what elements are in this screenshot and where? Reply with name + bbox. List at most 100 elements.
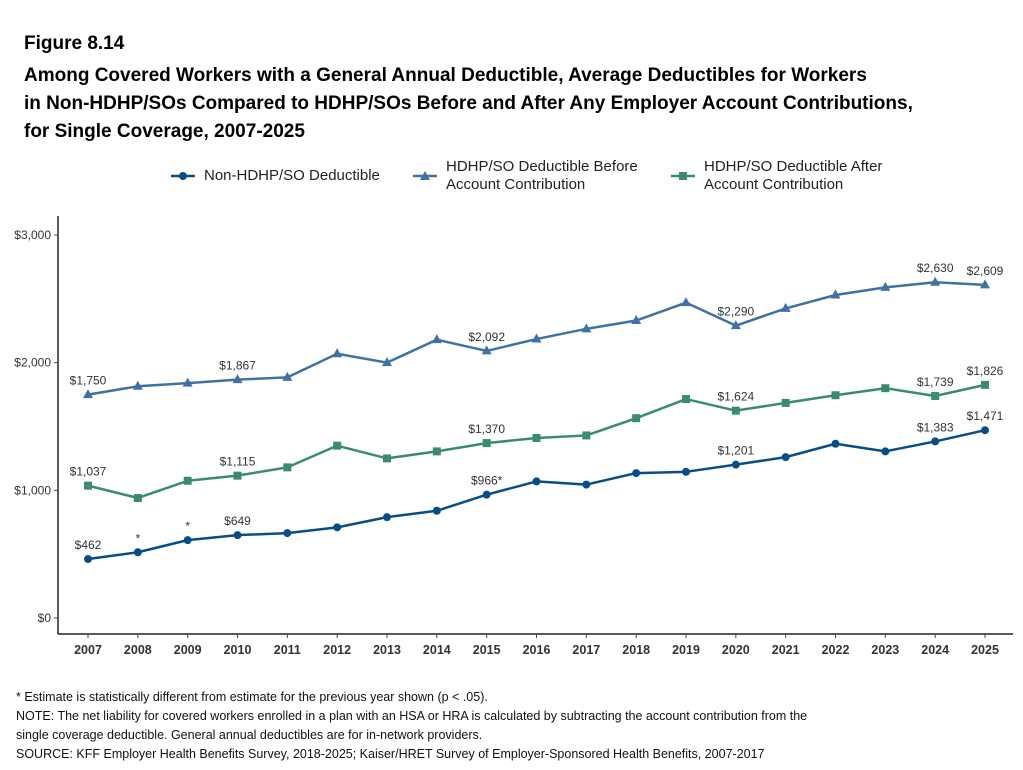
legend-label-line: Account Contribution: [446, 176, 586, 193]
data-label: $649: [224, 514, 251, 528]
x-tick-label: 2024: [921, 643, 949, 657]
data-point: [582, 431, 591, 440]
data-point: [84, 481, 92, 490]
data-point: [731, 406, 740, 415]
legend-label-line: HDHP/SO Deductible Before: [446, 158, 638, 175]
legend-item-hdhp-before: HDHP/SO Deductible Before Account Contri…: [412, 158, 638, 194]
data-point: [880, 281, 891, 291]
data-label: $1,624: [717, 390, 754, 404]
data-point: [532, 433, 541, 442]
chart-title-line-1: Among Covered Workers with a General Ann…: [24, 65, 867, 86]
series-square: $1,037 $1,115 $1,370 $1,624 $1,739 $1,826: [70, 364, 1004, 502]
data-point: [182, 377, 193, 387]
data-label: $2,630: [917, 261, 954, 275]
data-point: [333, 441, 342, 450]
data-label: *: [185, 519, 190, 533]
data-point: [383, 454, 391, 463]
x-tick-label: 2023: [871, 643, 899, 657]
data-label: $1,750: [70, 374, 107, 388]
note-line-1: NOTE: The net liability for covered work…: [16, 709, 808, 723]
y-tick-label: $0: [38, 611, 52, 625]
data-point: [631, 315, 642, 325]
data-point: [781, 453, 790, 462]
data-label: $2,092: [468, 330, 505, 344]
legend-item-non-hdhp: Non-HDHP/SO Deductible: [170, 158, 380, 194]
y-tick-label: $2,000: [14, 356, 51, 370]
figure-label: Figure 8.14: [24, 33, 125, 54]
x-tick-label: 2014: [423, 643, 451, 657]
data-label: $462: [75, 538, 102, 552]
data-label: $1,115: [220, 455, 256, 469]
data-point: [233, 471, 242, 480]
x-tick-label: 2011: [274, 643, 301, 657]
data-point: [432, 447, 441, 456]
data-point: [531, 333, 542, 343]
x-tick-label: 2025: [971, 643, 999, 657]
chart-title-line-2: in Non-HDHP/SOs Compared to HDHP/SOs Bef…: [24, 93, 913, 114]
data-point: [383, 513, 391, 522]
data-point: [532, 477, 541, 486]
data-point: [382, 357, 392, 367]
chart-title-line-3: for Single Coverage, 2007-2025: [24, 121, 305, 142]
data-point: [682, 467, 690, 476]
data-label: $2,609: [967, 264, 1004, 278]
data-point: [133, 493, 142, 502]
data-point: [981, 380, 989, 389]
data-point: [930, 276, 941, 286]
x-tick-label: 2013: [373, 643, 401, 657]
legend-key-square: [671, 172, 695, 180]
legend-key-triangle: [413, 171, 437, 180]
x-tick-label: 2015: [473, 643, 501, 657]
data-point: [831, 391, 840, 400]
data-label: $1,471: [967, 409, 1004, 423]
data-label: $2,290: [717, 305, 754, 319]
data-point: [730, 320, 741, 330]
data-point: [881, 384, 890, 393]
data-label: $1,826: [967, 364, 1004, 378]
x-tick-label: 2007: [74, 643, 102, 657]
data-point: [183, 476, 192, 485]
x-tick-label: 2020: [722, 643, 750, 657]
data-label: $1,037: [70, 465, 107, 479]
x-tick-label: 2016: [523, 643, 551, 657]
data-point: [731, 460, 740, 469]
x-tick-label: 2021: [772, 643, 800, 657]
data-point: [133, 548, 142, 557]
legend-item-hdhp-after: HDHP/SO Deductible After Account Contrib…: [670, 158, 882, 194]
data-point: [632, 469, 641, 478]
source-note: SOURCE: KFF Employer Health Benefits Sur…: [16, 747, 765, 761]
data-point: [830, 289, 841, 299]
x-tick-label: 2018: [622, 643, 650, 657]
legend-label-line: Non-HDHP/SO Deductible: [204, 167, 380, 184]
note-line-2: single coverage deductible. General annu…: [16, 728, 483, 742]
series-circle: $462 * * $649 $966* $1,201 $1,383 $1,471: [75, 409, 1004, 564]
data-point: [632, 414, 641, 423]
legend-label-line: HDHP/SO Deductible After: [704, 158, 883, 175]
note-significance: * Estimate is statistically different fr…: [16, 690, 488, 704]
data-point: [981, 426, 989, 435]
x-tick-label: 2009: [174, 643, 202, 657]
data-point: [781, 398, 790, 407]
data-label: $966*: [471, 474, 503, 488]
data-point: [780, 302, 791, 312]
data-point: [432, 506, 441, 515]
data-label: $1,370: [468, 422, 505, 436]
data-point: [681, 297, 691, 307]
data-point: [682, 395, 690, 404]
data-point: [931, 391, 940, 400]
data-point: [332, 348, 343, 358]
legend-key-circle: [171, 172, 195, 180]
x-tick-label: 2012: [323, 643, 351, 657]
data-point: [183, 536, 192, 545]
x-tick-label: 2019: [672, 643, 700, 657]
data-point: [333, 523, 342, 532]
data-point: [83, 389, 93, 399]
data-label: *: [135, 531, 140, 545]
data-point: [831, 439, 840, 448]
data-point: [482, 439, 491, 448]
chart-notes: * Estimate is statistically different fr…: [16, 688, 807, 764]
data-point: [283, 463, 292, 472]
data-point: [931, 437, 940, 446]
legend-label-line: Account Contribution: [704, 176, 844, 193]
x-tick-label: 2010: [224, 643, 252, 657]
